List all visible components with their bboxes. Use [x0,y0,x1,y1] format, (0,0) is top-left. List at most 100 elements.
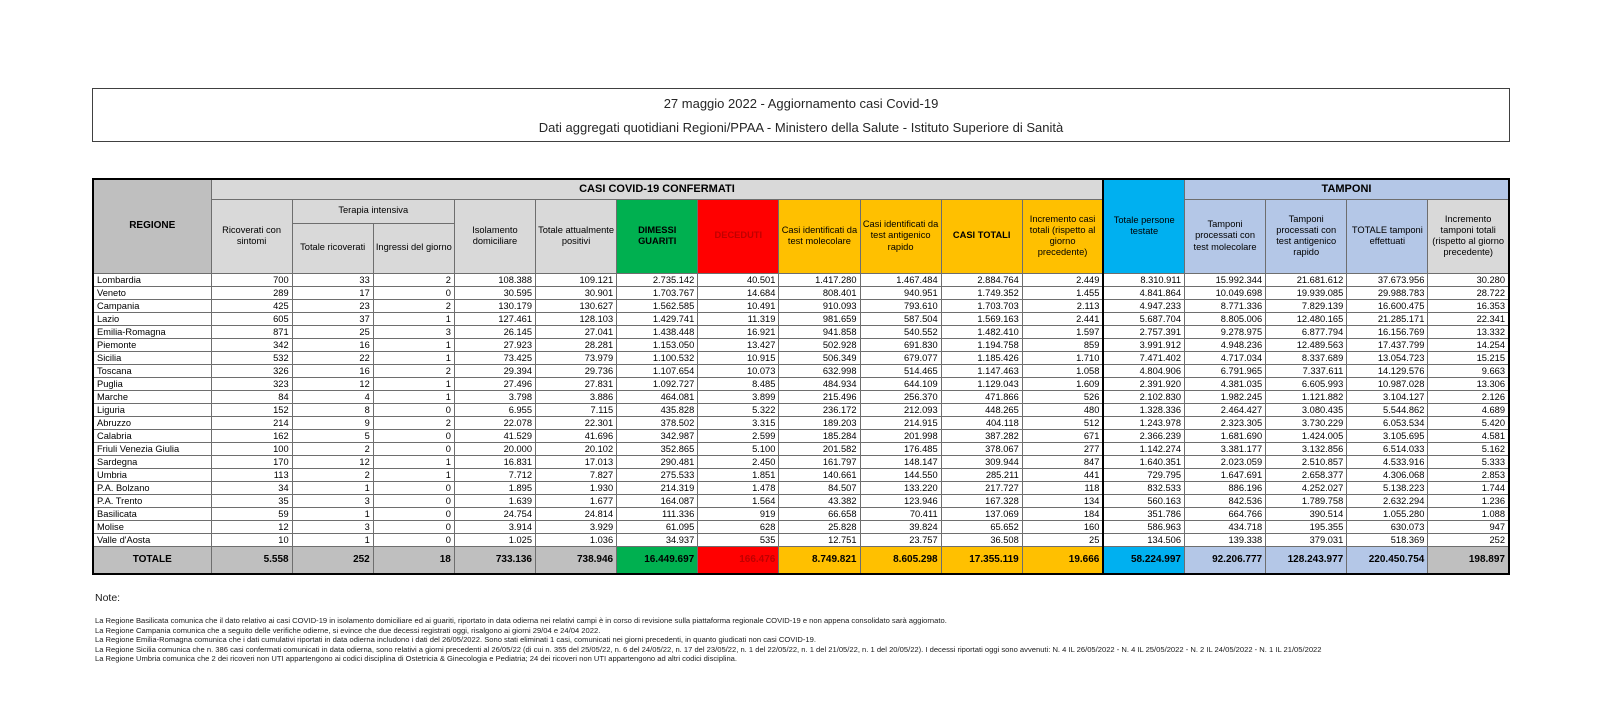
data-cell: 1.088 [1427,506,1510,521]
data-cell: 842.536 [1183,493,1267,508]
data-cell: 3.315 [697,415,780,430]
data-cell: 3 [291,493,374,508]
data-cell: 1.647.691 [1183,467,1267,482]
data-cell: 17.437.799 [1346,337,1429,352]
region-name: Veneto [92,285,212,300]
data-cell: 13.054.723 [1346,350,1429,365]
data-cell: 1.058 [1021,363,1105,378]
data-cell: 16.156.769 [1346,324,1429,339]
data-cell: 65.652 [940,519,1023,534]
data-cell: 342.987 [616,428,699,443]
data-cell: 130.179 [453,298,537,313]
data-cell: 0 [372,519,455,534]
data-cell: 1.236 [1427,493,1510,508]
data-cell: 1.142.274 [1102,441,1186,456]
notes-list: La Regione Basilicata comunica che il da… [95,616,1555,664]
total-cell: 220.450.754 [1346,545,1429,575]
data-cell: 3.730.229 [1265,415,1348,430]
total-cell: 166.476 [697,545,780,575]
data-cell: 111.336 [616,506,699,521]
data-cell: 66.658 [778,506,861,521]
region-name: Piemonte [92,337,212,352]
data-cell: 162 [210,428,293,443]
data-cell: 236.172 [778,402,861,417]
data-cell: 2.599 [697,428,780,443]
data-cell: 84 [210,389,293,404]
data-cell: 1.744 [1427,480,1510,495]
region-name: Liguria [92,402,212,417]
data-cell: 36.508 [940,532,1023,547]
table-row: Toscana 326 16 2 29.394 29.736 1.107.654 10.073… [92,363,1510,378]
data-cell: 387.282 [940,428,1023,443]
data-cell: 0 [372,285,455,300]
data-cell: 37 [291,311,374,326]
data-cell: 27.923 [453,337,537,352]
data-cell: 1.895 [453,480,537,495]
data-cell: 0 [372,532,455,547]
data-cell: 161.797 [778,454,861,469]
data-cell: 3.899 [697,389,780,404]
column-header-deceduti: DECEDUTI [697,198,780,274]
data-cell: 12 [291,376,374,391]
data-cell: 19.939.085 [1265,285,1348,300]
table-row: Emilia-Romagna 871 25 3 26.145 27.041 1.438.44… [92,324,1510,339]
data-cell: 3.886 [534,389,618,404]
data-cell: 2.884.764 [940,272,1023,287]
data-cell: 25 [291,324,374,339]
data-cell: 5.322 [697,402,780,417]
data-cell: 1.703.703 [940,298,1023,313]
region-name: Toscana [92,363,212,378]
total-cell: 92.206.777 [1183,545,1267,575]
data-cell: 9.663 [1427,363,1510,378]
total-cell: 5.558 [210,545,293,575]
data-cell: 434.718 [1183,519,1267,534]
data-cell: 289 [210,285,293,300]
data-cell: 587.504 [859,311,942,326]
data-cell: 214.915 [859,415,942,430]
data-cell: 586.963 [1102,519,1186,534]
data-cell: 342 [210,337,293,352]
data-cell: 30.901 [534,285,618,300]
data-cell: 22.341 [1427,311,1510,326]
column-header-totale-persone-testate: Totale persone testate [1102,178,1186,274]
data-cell: 1.478 [697,480,780,495]
column-header-ricoverati-con-sintomi: Ricoverati con sintomi [210,198,293,274]
data-cell: 3.105.695 [1346,428,1429,443]
table-row: Sicilia 532 22 1 73.425 73.979 1.100.532 10.915… [92,350,1510,365]
data-cell: 981.659 [778,311,861,326]
data-cell: 1.639 [453,493,537,508]
data-cell: 729.795 [1102,467,1186,482]
table-row: Friuli Venezia Giulia 100 2 0 20.000 20.102 35… [92,441,1510,456]
data-cell: 448.265 [940,402,1023,417]
data-cell: 2.510.857 [1265,454,1348,469]
data-cell: 25.828 [778,519,861,534]
data-cell: 170 [210,454,293,469]
data-cell: 940.951 [859,285,942,300]
total-cell: 16.449.697 [616,545,699,575]
data-cell: 20.000 [453,441,537,456]
data-cell: 664.766 [1183,506,1267,521]
data-cell: 27.041 [534,324,618,339]
total-cell: 128.243.977 [1265,545,1348,575]
data-cell: 871 [210,324,293,339]
data-cell: 1.851 [697,467,780,482]
data-cell: 14.129.576 [1346,363,1429,378]
data-cell: 0 [372,402,455,417]
data-cell: 109.121 [534,272,618,287]
note-item: La Regione Sicilia comunica che n. 386 c… [95,644,1322,654]
data-cell: 5.100 [697,441,780,456]
data-cell: 0 [372,480,455,495]
data-cell: 7.337.611 [1265,363,1348,378]
data-cell: 378.502 [616,415,699,430]
data-cell: 1.121.882 [1265,389,1348,404]
table-row: Lazio 605 37 1 127.461 128.103 1.429.741 11.319… [92,311,1510,326]
table-foot: TOTALE 5.558 252 18 733.136 738.946 16.449.697… [92,545,1510,575]
data-cell: 808.401 [778,285,861,300]
data-cell: 691.830 [859,337,942,352]
data-cell: 108.388 [453,272,537,287]
data-cell: 1.467.484 [859,272,942,287]
data-cell: 1.640.351 [1102,454,1186,469]
data-cell: 12.480.165 [1265,311,1348,326]
data-cell: 1.025 [453,532,537,547]
table-row: Calabria 162 5 0 41.529 41.696 342.987 2.599 185… [92,428,1510,443]
